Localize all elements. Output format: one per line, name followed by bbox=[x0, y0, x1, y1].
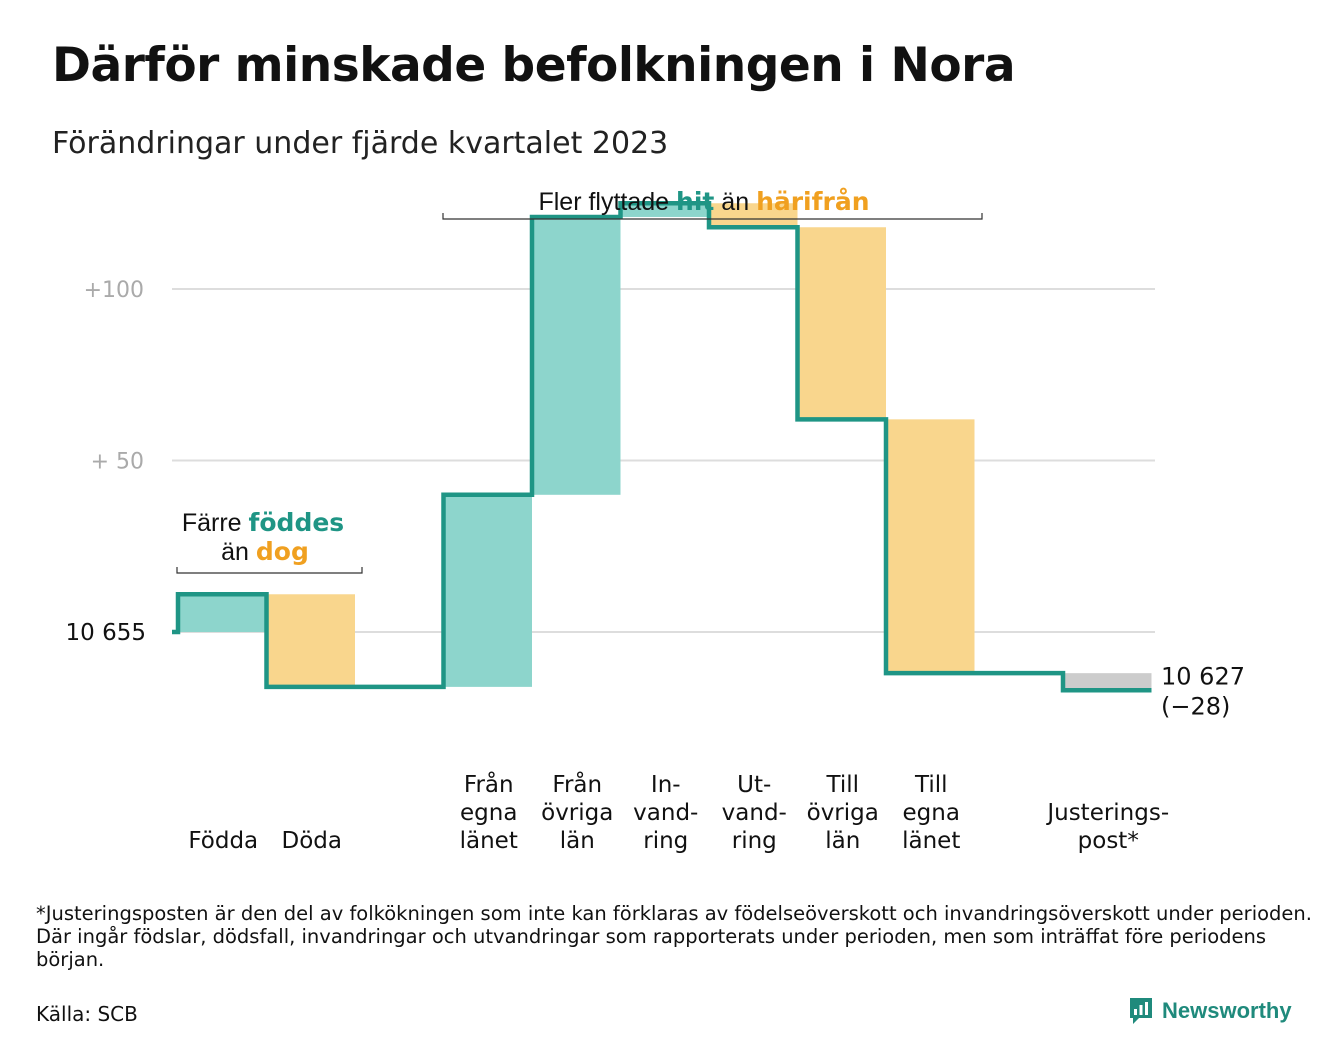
x-category-label: egna bbox=[460, 800, 517, 826]
x-category-label: post* bbox=[1078, 828, 1139, 854]
x-category-label: Justerings- bbox=[1045, 800, 1169, 826]
bar-justeringspost bbox=[1063, 673, 1152, 691]
bar-tillegnalänet bbox=[886, 419, 975, 674]
newsworthy-icon bbox=[1130, 998, 1152, 1024]
x-category-label: vand- bbox=[722, 800, 787, 826]
x-category-label: länet bbox=[460, 828, 518, 854]
annotation-text: än bbox=[221, 538, 256, 566]
bar-tillövrigalän bbox=[797, 227, 886, 420]
annotation-highlight-outflow: dog bbox=[256, 537, 309, 566]
y-baseline-label: 10 655 bbox=[66, 620, 146, 646]
x-category-label: län bbox=[560, 828, 595, 854]
x-category-label: vand- bbox=[633, 800, 698, 826]
x-category-label: egna bbox=[903, 800, 960, 826]
y-tick-label: +100 bbox=[84, 278, 144, 303]
annotation-text: än bbox=[714, 188, 756, 216]
x-category-label: länet bbox=[902, 828, 960, 854]
annotation-highlight-inflow: föddes bbox=[249, 508, 345, 537]
x-category-label: Till bbox=[914, 772, 948, 798]
bracket-migration bbox=[442, 213, 983, 220]
x-category-label: ring bbox=[732, 828, 777, 854]
annotation-births-deaths-line1: Färre föddes bbox=[182, 508, 344, 537]
bar-frånövrigalän bbox=[532, 216, 621, 495]
annotation-highlight: hit bbox=[676, 187, 714, 216]
brand-name: Newsworthy bbox=[1162, 998, 1292, 1023]
annotation-text: Färre bbox=[182, 509, 249, 537]
annotation-text: Fler flyttade bbox=[538, 188, 676, 216]
x-category-label: övriga bbox=[807, 800, 879, 826]
x-category-label: Döda bbox=[282, 828, 342, 854]
chart-subtitle: Förändringar under fjärde kvartalet 2023 bbox=[52, 126, 669, 161]
bar-invandring bbox=[620, 203, 709, 217]
annotation-highlight: härifrån bbox=[756, 187, 869, 216]
cumulative-step-line bbox=[172, 201, 1152, 693]
bar-utvandring bbox=[709, 203, 798, 228]
x-category-label: län bbox=[825, 828, 860, 854]
bracket-births-deaths bbox=[176, 567, 363, 574]
x-category-label: Från bbox=[552, 770, 602, 798]
source-label: Källa: SCB bbox=[36, 1002, 138, 1026]
x-category-label: Från bbox=[464, 770, 514, 798]
chart-title: Därför minskade befolkningen i Nora bbox=[52, 38, 1016, 93]
x-category-label: Till bbox=[825, 772, 859, 798]
footnote: *Justeringsposten är den del av folkökni… bbox=[36, 902, 1312, 971]
brand-logo[interactable]: Newsworthy bbox=[1128, 996, 1292, 1026]
annotation-migration: Fler flyttade hit än härifrån bbox=[538, 187, 869, 216]
x-category-label: In- bbox=[651, 772, 681, 798]
x-category-label: Ut- bbox=[737, 772, 771, 798]
bar-döda bbox=[266, 594, 355, 687]
x-category-label: ring bbox=[643, 828, 688, 854]
bar-frånegnalänet bbox=[443, 494, 532, 687]
bar-födda bbox=[178, 594, 267, 632]
y-tick-label: + 50 bbox=[91, 450, 144, 475]
x-category-label: Födda bbox=[188, 828, 258, 854]
x-category-label: övriga bbox=[541, 800, 613, 826]
end-change-label: (−28) bbox=[1161, 692, 1230, 720]
annotation-births-deaths-line2: än dog bbox=[221, 537, 309, 566]
end-value-label: 10 627 bbox=[1161, 662, 1245, 690]
